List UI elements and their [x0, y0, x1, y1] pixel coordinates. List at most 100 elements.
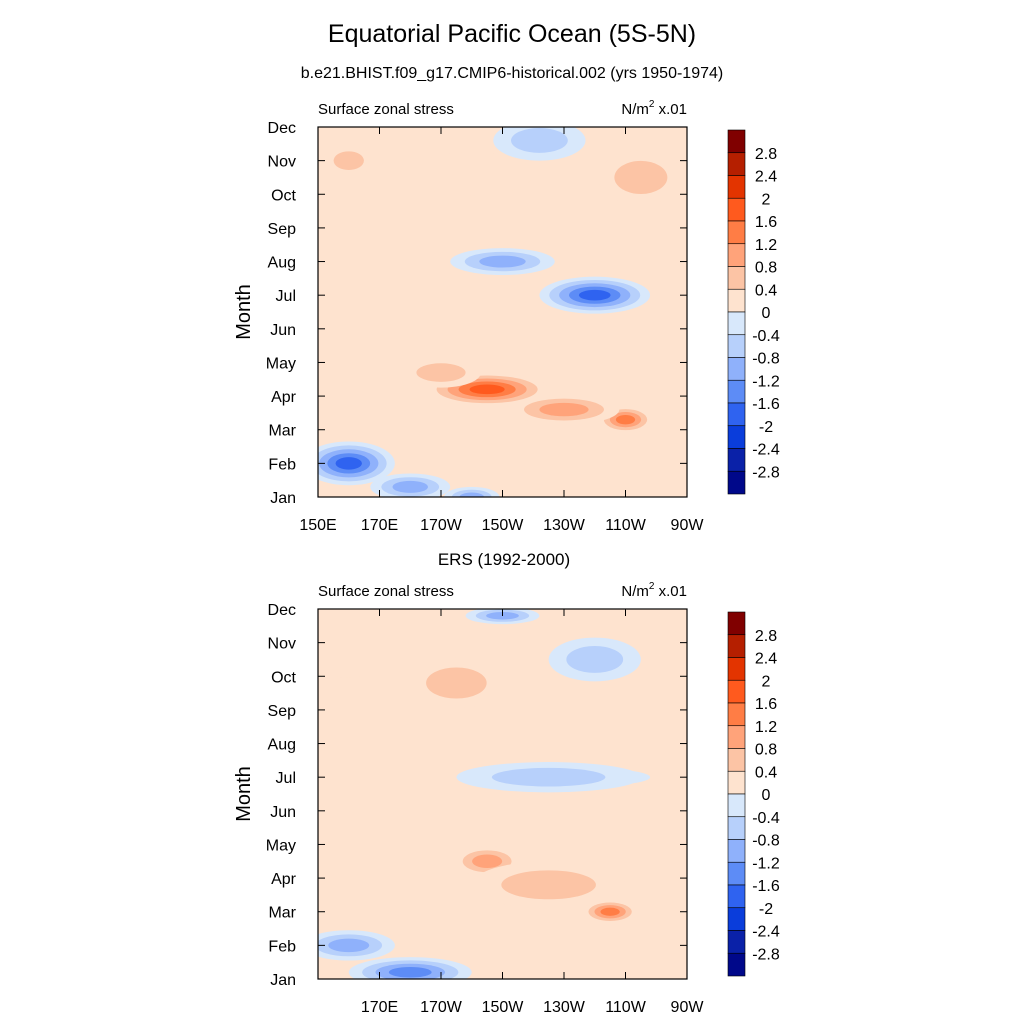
- x-tick-label: 150W: [482, 517, 525, 534]
- colorbar-swatch: [727, 402, 746, 427]
- panel-ers-left-string: Surface zonal stress: [318, 583, 454, 600]
- y-tick-label: Apr: [271, 871, 297, 888]
- colorbar-ers: 2.8 2.4 2 1.6 1.2 0.8 0.4 0 -0.4 -0.8 -1.2 -1.6 -2 -2…: [727, 611, 780, 977]
- y-tick-label: Sep: [268, 221, 297, 238]
- colorbar-label: 2.4: [755, 169, 777, 186]
- colorbar-label: 0: [762, 305, 771, 322]
- contour-fill: [392, 480, 429, 493]
- x-tick-label: 90W: [671, 517, 705, 534]
- y-tick-label: Jun: [270, 804, 296, 821]
- panel-ers-field: [318, 609, 687, 979]
- colorbar-label: 2: [762, 191, 771, 208]
- colorbar-swatch: [727, 793, 746, 818]
- x-tick-label: 90W: [671, 999, 705, 1016]
- colorbar-label: -1.6: [752, 396, 780, 413]
- colorbar-label: 2.8: [755, 146, 777, 163]
- colorbar-swatch: [727, 288, 746, 313]
- contour-fill: [318, 634, 380, 678]
- colorbar-swatch: [727, 357, 746, 381]
- contour-fill: [501, 870, 596, 900]
- colorbar-swatch: [727, 907, 746, 931]
- run-subtitle: b.e21.BHIST.f09_g17.CMIP6-historical.002…: [300, 65, 724, 82]
- colorbar-swatch: [727, 470, 746, 495]
- colorbar-label: 0: [762, 787, 771, 804]
- contour-fill: [410, 152, 534, 196]
- y-tick-label: Jan: [270, 972, 296, 989]
- contour-fill: [600, 907, 620, 916]
- colorbar-swatch: [727, 334, 746, 358]
- panel-model-frame: [317, 126, 688, 498]
- y-tick-label: May: [266, 355, 296, 372]
- y-tick-label: Mar: [268, 905, 296, 922]
- colorbar-swatch: [727, 861, 746, 886]
- x-tick-label: 130W: [543, 517, 586, 534]
- contour-fill: [511, 128, 568, 153]
- colorbar-swatch: [727, 311, 746, 336]
- y-tick-label: Jun: [270, 322, 296, 339]
- panel-model-ylabel: Month: [233, 284, 255, 340]
- colorbar-swatch: [727, 702, 746, 727]
- contour-fill: [333, 151, 364, 170]
- contour-fill: [578, 289, 611, 301]
- colorbar-label: -2: [759, 901, 773, 918]
- panel-model-units: N/m2 x.01: [621, 99, 687, 118]
- colorbar-label: 0.4: [755, 282, 777, 299]
- colorbar-label: -0.8: [752, 833, 780, 850]
- panel-model-field: [318, 127, 687, 497]
- colorbar-label: -0.4: [752, 328, 780, 345]
- x-tick-label: 170W: [420, 517, 463, 534]
- x-tick-label: 170E: [361, 517, 398, 534]
- panel-model: Surface zonal stress N/m2 x.01 Month 150…: [233, 99, 704, 534]
- panel-model-axes: 150E 170E 170W 150W 130W 110W 90W Jan Feb Mar Apr M…: [266, 120, 705, 534]
- colorbar-swatch: [727, 220, 746, 245]
- colorbar-swatch: [727, 657, 746, 681]
- y-tick-label: Aug: [268, 737, 296, 754]
- y-tick-label: Apr: [271, 389, 297, 406]
- colorbar-swatch: [727, 152, 746, 176]
- colorbar-swatch: [727, 611, 746, 636]
- y-tick-label: Jul: [276, 770, 296, 787]
- colorbar-swatch: [727, 197, 746, 222]
- colorbar-label: 0.8: [755, 260, 777, 277]
- x-tick-label: 150E: [299, 517, 336, 534]
- contour-fill: [614, 160, 668, 195]
- colorbar-label: 1.6: [755, 696, 777, 713]
- colorbar-swatch: [727, 448, 746, 472]
- colorbar-swatch: [727, 725, 746, 749]
- colorbar-label: -2.8: [752, 946, 780, 963]
- y-tick-label: Dec: [268, 120, 296, 137]
- colorbar-model: 2.8 2.4 2 1.6 1.2 0.8 0.4 0 -0.4 -0.8 -1.2 -1.6 -2 -2…: [727, 129, 780, 495]
- contour-fill: [472, 854, 503, 868]
- figure-title: Equatorial Pacific Ocean (5S-5N): [327, 20, 697, 48]
- colorbar-label: -1.2: [752, 373, 780, 390]
- y-tick-label: Feb: [268, 456, 296, 473]
- colorbar-swatch: [727, 175, 746, 199]
- colorbar-swatch: [727, 379, 746, 404]
- contour-fill: [539, 402, 589, 417]
- colorbar-label: 2.4: [755, 651, 777, 668]
- x-tick-label: 110W: [605, 517, 647, 534]
- colorbar-label: -1.2: [752, 855, 780, 872]
- contour-fill: [328, 938, 370, 953]
- contour-fill: [416, 363, 466, 382]
- panel-ers-axes: 170E 170W 150W 130W 110W 90W Jan Feb Mar Apr May Ju…: [266, 602, 705, 1016]
- colorbar-swatch: [727, 266, 746, 290]
- contour-fill: [479, 255, 526, 268]
- colorbar-label: -0.8: [752, 351, 780, 368]
- y-tick-label: Nov: [268, 154, 296, 171]
- colorbar-swatch: [727, 679, 746, 704]
- contour-fill: [459, 492, 485, 497]
- x-tick-label: 150W: [482, 999, 525, 1016]
- colorbar-label: 1.6: [755, 214, 777, 231]
- contour-fill: [615, 414, 636, 425]
- colorbar-swatch: [727, 243, 746, 267]
- colorbar-swatch: [727, 930, 746, 954]
- panel-ers-ylabel: Month: [233, 766, 255, 822]
- colorbar-label: 0.4: [755, 764, 777, 781]
- contour-fill: [566, 646, 624, 673]
- colorbar-label: -1.6: [752, 878, 780, 895]
- panel-model-left-string: Surface zonal stress: [318, 101, 454, 118]
- y-tick-label: May: [266, 837, 296, 854]
- y-tick-label: Jul: [276, 288, 296, 305]
